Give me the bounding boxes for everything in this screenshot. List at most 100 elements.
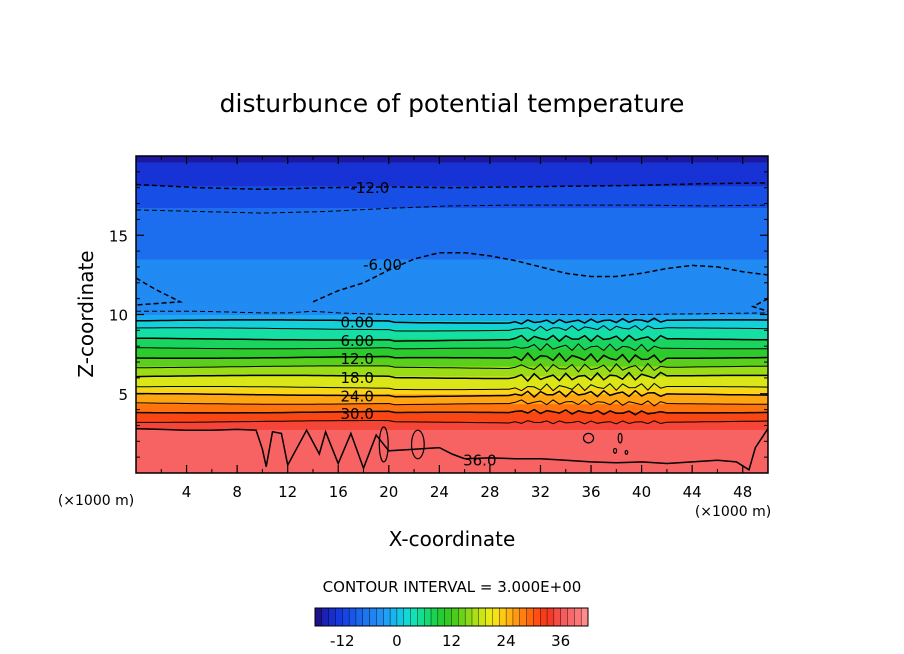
color-band — [136, 417, 768, 421]
color-band — [136, 373, 768, 377]
color-band — [136, 345, 768, 349]
color-band — [136, 189, 768, 193]
x-tick-label: 44 — [683, 483, 702, 501]
color-band — [136, 157, 768, 161]
color-band — [136, 208, 768, 212]
color-band — [136, 325, 768, 329]
color-band — [136, 308, 768, 312]
contour-label: -12.0 — [350, 179, 389, 197]
colorbar-cell — [546, 607, 555, 627]
contour-label: 30.0 — [340, 405, 373, 423]
color-band — [136, 185, 768, 189]
color-band — [136, 274, 768, 278]
colorbar-cell — [328, 607, 336, 627]
color-band — [136, 238, 768, 242]
color-band — [136, 333, 768, 337]
color-band — [136, 436, 768, 440]
color-band — [136, 203, 768, 207]
color-band — [136, 371, 768, 375]
contour-solid — [136, 389, 768, 398]
color-band — [136, 296, 768, 300]
color-band — [136, 199, 768, 203]
contour-label: 36.0 — [463, 452, 496, 470]
contour-label: 18.0 — [340, 369, 373, 387]
color-band — [136, 290, 768, 294]
color-band — [136, 212, 768, 216]
colorbar: -12 0 12 24 36 — [314, 607, 589, 650]
colorbar-cell — [526, 607, 534, 627]
colorbar-cell — [396, 607, 405, 627]
colorbar-cell — [348, 607, 357, 627]
color-band — [136, 205, 768, 209]
color-band — [136, 428, 768, 432]
color-band — [136, 363, 768, 367]
contour-label: 0.00 — [340, 314, 373, 332]
color-band — [136, 294, 768, 298]
colorbar-cell — [444, 607, 452, 627]
color-band — [136, 226, 768, 230]
color-band — [136, 432, 768, 436]
color-band — [136, 310, 768, 314]
color-band — [136, 181, 768, 185]
colorbar-cell — [355, 607, 364, 627]
color-band — [136, 407, 768, 411]
color-band — [136, 260, 768, 264]
x-tick-label: 32 — [531, 483, 550, 501]
x-unit-right: (×1000 m) — [695, 504, 771, 520]
color-band — [136, 300, 768, 304]
color-band — [136, 288, 768, 292]
color-band — [136, 419, 768, 422]
contour-solid — [136, 351, 768, 364]
color-band — [136, 266, 768, 270]
contour-solid — [136, 382, 768, 392]
color-band — [136, 179, 768, 183]
colorbar-cell — [335, 607, 343, 627]
color-band — [136, 232, 768, 236]
color-band — [136, 359, 768, 363]
color-band — [136, 409, 768, 413]
x-tick-label: 12 — [278, 483, 297, 501]
color-band — [136, 201, 768, 205]
contour-blob — [612, 447, 618, 454]
colorbar-cell — [471, 607, 480, 627]
color-band — [136, 191, 768, 195]
color-band — [136, 403, 768, 407]
colorbar-cell — [403, 607, 412, 627]
color-band — [136, 367, 768, 371]
x-unit-left: (×1000 m) — [58, 493, 134, 509]
color-band — [136, 434, 768, 438]
color-band — [136, 159, 768, 163]
color-band — [136, 175, 768, 179]
colorbar-cell — [499, 607, 507, 627]
colorbar-cell — [560, 607, 569, 627]
color-band — [136, 220, 768, 224]
color-band — [136, 351, 768, 355]
contour-label: 12.0 — [340, 350, 373, 368]
color-bands — [136, 156, 768, 473]
color-band — [136, 450, 768, 454]
colorbar-cell — [458, 607, 466, 627]
color-band — [136, 460, 768, 464]
color-band — [136, 319, 768, 323]
x-axis-title: X-coordinate — [389, 527, 516, 551]
color-band — [136, 422, 768, 426]
color-band — [136, 430, 768, 434]
contour-dashed — [136, 204, 768, 214]
contour-solid — [136, 343, 768, 352]
color-band — [136, 440, 768, 444]
contour-dashed — [136, 310, 768, 315]
color-band — [136, 258, 768, 262]
color-band — [136, 230, 768, 234]
color-band — [136, 446, 768, 450]
contour-lines — [136, 182, 768, 471]
color-band — [136, 458, 768, 462]
contour-blob — [582, 432, 595, 444]
color-band — [136, 426, 768, 430]
x-tick-label: 28 — [480, 483, 499, 501]
colorbar-cell — [342, 607, 350, 627]
color-band — [136, 343, 768, 347]
color-band — [136, 171, 768, 175]
contour-solid — [136, 408, 768, 416]
color-band — [136, 264, 768, 268]
contour-blob — [378, 426, 389, 463]
